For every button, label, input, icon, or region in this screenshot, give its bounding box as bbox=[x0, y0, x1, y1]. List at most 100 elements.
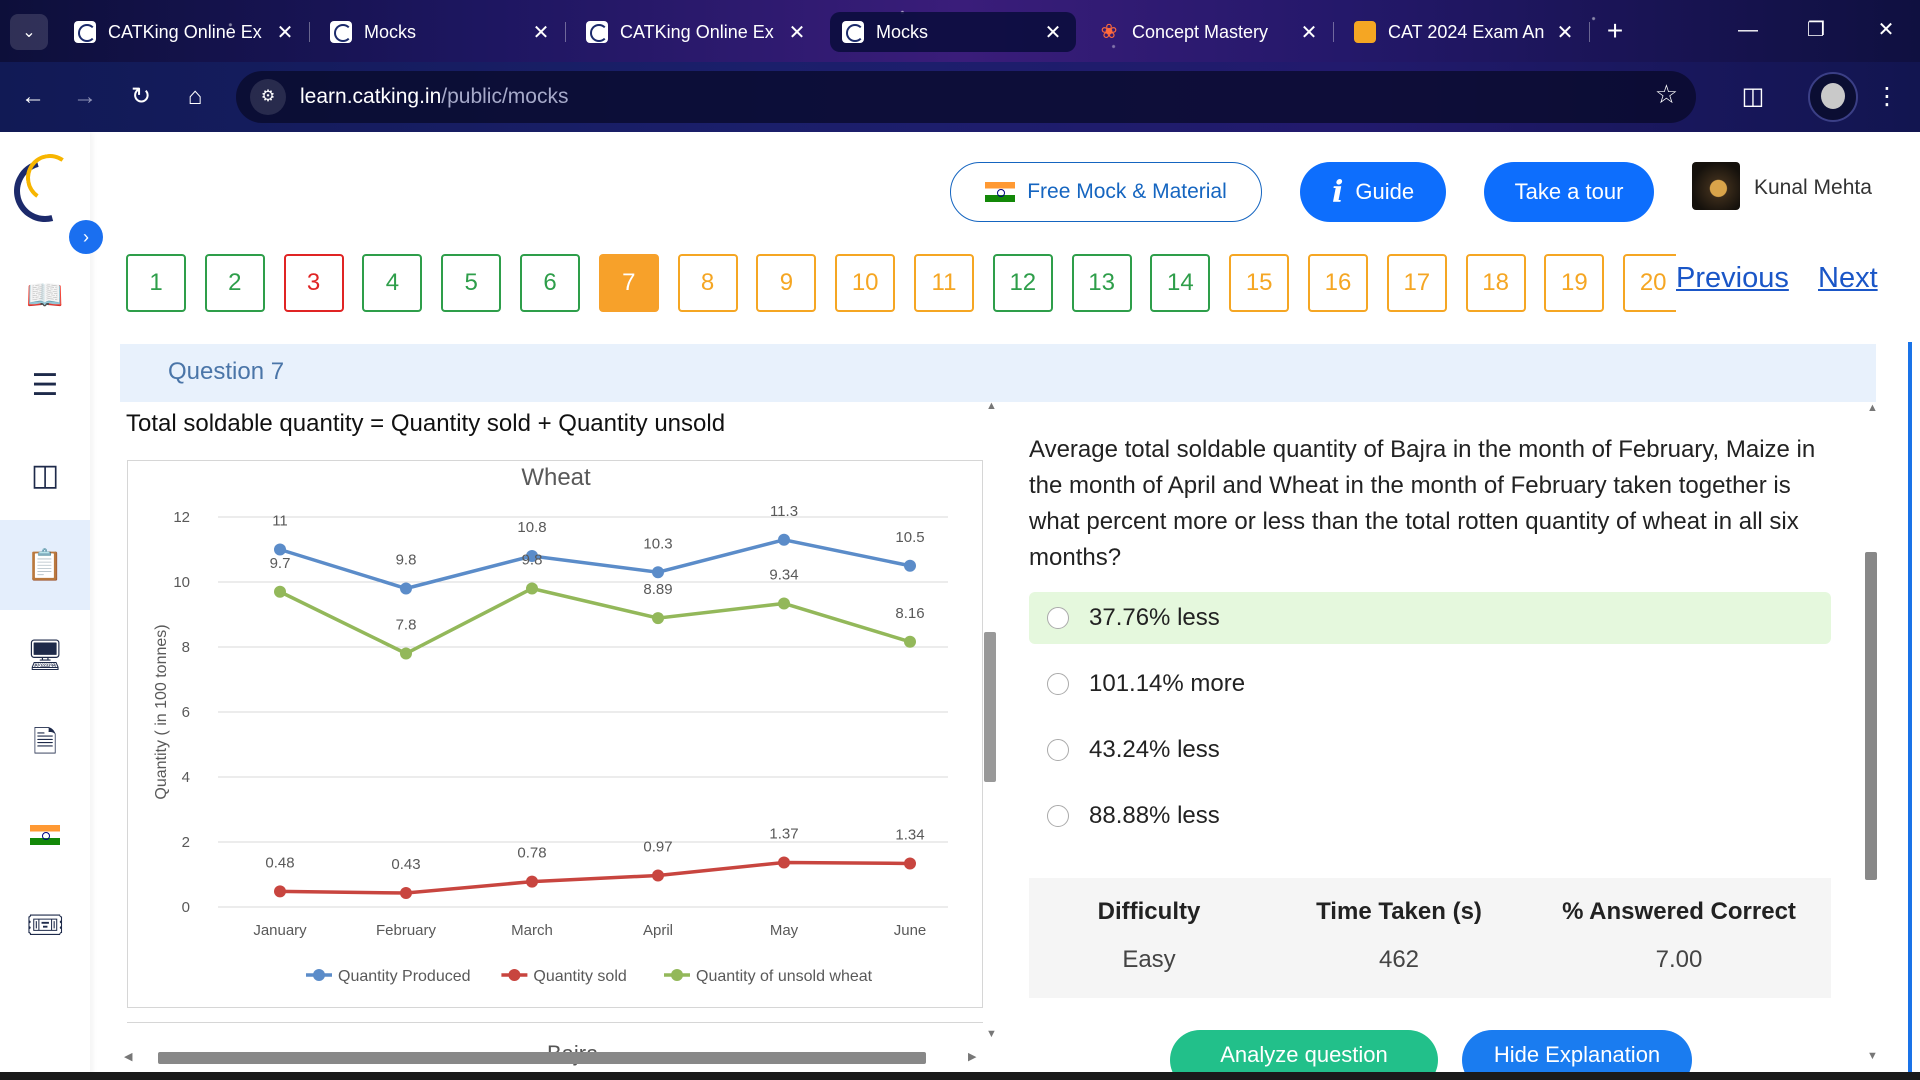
scrollbar-thumb[interactable] bbox=[984, 632, 996, 782]
restore-icon[interactable]: ❐ bbox=[1807, 19, 1825, 41]
data-point bbox=[904, 635, 916, 648]
bookmark-star-icon[interactable]: ☆ bbox=[1654, 79, 1678, 109]
address-bar[interactable]: ⚙ learn.catking.in/public/mocks ☆ bbox=[236, 71, 1696, 123]
answer-option[interactable]: 88.88% less bbox=[1029, 790, 1831, 842]
scrollbar-thumb[interactable] bbox=[1865, 552, 1877, 880]
tab-title: CAT 2024 Exam An bbox=[1388, 21, 1545, 42]
browser-tab[interactable]: CAT 2024 Exam An ✕ bbox=[1342, 12, 1590, 52]
answer-option[interactable]: 37.76% less bbox=[1029, 592, 1831, 644]
close-tab-icon[interactable]: ✕ bbox=[532, 21, 550, 44]
answer-option[interactable]: 43.24% less bbox=[1029, 724, 1831, 776]
close-window-icon[interactable]: ✕ bbox=[1877, 19, 1895, 41]
reload-icon[interactable]: ↻ bbox=[130, 83, 152, 110]
question-number-button[interactable]: 14 bbox=[1150, 254, 1211, 312]
question-number-button[interactable]: 20 bbox=[1623, 254, 1676, 312]
question-number-button[interactable]: 4 bbox=[362, 254, 423, 312]
extensions-icon[interactable]: ◫ bbox=[1741, 83, 1765, 110]
tab-separator bbox=[309, 22, 310, 42]
sidebar-item-columns[interactable]: ◫ bbox=[0, 430, 90, 520]
question-number-button[interactable]: 15 bbox=[1229, 254, 1290, 312]
tab-search-chevron-icon[interactable]: ⌄ bbox=[10, 14, 48, 50]
question-number-button[interactable]: 12 bbox=[992, 254, 1053, 312]
scrollbar-thumb[interactable] bbox=[158, 1052, 926, 1064]
user-name[interactable]: Kunal Mehta bbox=[1754, 176, 1872, 199]
radio-button[interactable] bbox=[1047, 739, 1069, 761]
new-tab-button[interactable]: + bbox=[1606, 15, 1624, 46]
tab-title: Mocks bbox=[364, 21, 417, 42]
question-number-button[interactable]: 3 bbox=[283, 254, 344, 312]
back-icon[interactable]: ← bbox=[21, 83, 45, 110]
question-number-button[interactable]: 2 bbox=[204, 254, 265, 312]
tab-title: CATKing Online Ex bbox=[108, 21, 262, 42]
user-avatar[interactable] bbox=[1692, 162, 1740, 210]
radio-button[interactable] bbox=[1047, 607, 1069, 629]
previous-link[interactable]: Previous bbox=[1676, 262, 1789, 294]
forward-icon[interactable]: → bbox=[73, 83, 97, 110]
question-number-button[interactable]: 19 bbox=[1544, 254, 1605, 312]
take-tour-button[interactable]: Take a tour bbox=[1484, 162, 1654, 222]
scroll-up-arrow-icon[interactable]: ▲ bbox=[986, 400, 997, 412]
question-number-button[interactable]: 16 bbox=[1308, 254, 1368, 312]
close-tab-icon[interactable]: ✕ bbox=[276, 21, 294, 44]
question-number-button[interactable]: 7 bbox=[598, 254, 659, 312]
data-label: 9.8 bbox=[396, 552, 417, 569]
sidebar-item-india[interactable] bbox=[0, 790, 90, 880]
x-tick-label: February bbox=[376, 922, 437, 939]
question-number-button[interactable]: 8 bbox=[677, 254, 738, 312]
sidebar-item-live-classes[interactable]: 🖥 bbox=[0, 610, 90, 700]
guide-button[interactable]: i Guide bbox=[1300, 162, 1446, 222]
scroll-down-arrow-icon[interactable]: ▼ bbox=[1867, 1050, 1878, 1062]
menu-kebab-icon[interactable]: ⋮ bbox=[1875, 83, 1899, 110]
next-link[interactable]: Next bbox=[1818, 262, 1878, 294]
close-tab-icon[interactable]: ✕ bbox=[1556, 21, 1574, 44]
question-number-button[interactable]: 10 bbox=[835, 254, 896, 312]
browser-tab[interactable]: CATKing Online Ex ✕ bbox=[574, 12, 820, 52]
browser-tab[interactable]: Mocks ✕ bbox=[318, 12, 566, 52]
profile-avatar[interactable] bbox=[1808, 72, 1858, 122]
scroll-left-arrow-icon[interactable]: ◀ bbox=[124, 1051, 133, 1063]
hide-explanation-button[interactable]: Hide Explanation bbox=[1462, 1030, 1692, 1072]
answer-option[interactable]: 101.14% more bbox=[1029, 658, 1831, 710]
browser-tab[interactable]: Mocks ✕ bbox=[830, 12, 1076, 52]
sidebar-expand-chevron-icon[interactable]: › bbox=[69, 220, 103, 254]
scroll-down-arrow-icon[interactable]: ▼ bbox=[986, 1028, 997, 1040]
hide-explanation-label: Hide Explanation bbox=[1493, 1042, 1661, 1067]
analyze-question-button[interactable]: Analyze question bbox=[1170, 1030, 1438, 1072]
minimize-icon[interactable]: — bbox=[1738, 19, 1758, 41]
catking-icon bbox=[842, 21, 864, 43]
y-tick-label: 4 bbox=[182, 769, 190, 786]
question-text: Average total soldable quantity of Bajra… bbox=[1029, 436, 1816, 571]
question-number-button[interactable]: 9 bbox=[756, 254, 817, 312]
scroll-right-arrow-icon[interactable]: ▶ bbox=[968, 1051, 977, 1063]
passage-vertical-scrollbar[interactable]: ▲ ▼ bbox=[982, 400, 998, 1040]
radio-button[interactable] bbox=[1047, 805, 1069, 827]
option-label: 101.14% more bbox=[1089, 670, 1246, 697]
free-mock-button[interactable]: Free Mock & Material bbox=[950, 162, 1262, 222]
close-tab-icon[interactable]: ✕ bbox=[1044, 21, 1062, 44]
close-tab-icon[interactable]: ✕ bbox=[788, 21, 806, 44]
question-number-button[interactable]: 13 bbox=[1071, 254, 1132, 312]
question-number-button[interactable]: 1 bbox=[126, 254, 186, 312]
browser-tab[interactable]: ❀ Concept Mastery ✕ bbox=[1086, 12, 1334, 52]
question-vertical-scrollbar[interactable]: ▲ ▼ bbox=[1862, 402, 1880, 1062]
sidebar-item-courses[interactable]: 📖 bbox=[0, 250, 90, 340]
sidebar-item-tickets[interactable]: 🎟 bbox=[0, 880, 90, 970]
sidebar-item-ebook[interactable]: 🗎 bbox=[0, 700, 90, 790]
passage-text: Total soldable quantity = Quantity sold … bbox=[126, 410, 726, 437]
concept-mastery-icon: ❀ bbox=[1100, 21, 1118, 43]
home-icon[interactable]: ⌂ bbox=[187, 83, 203, 110]
question-number-button[interactable]: 11 bbox=[914, 254, 974, 312]
question-number-button[interactable]: 5 bbox=[441, 254, 502, 312]
question-number-button[interactable]: 6 bbox=[520, 254, 580, 312]
browser-tab[interactable]: CATKing Online Ex ✕ bbox=[62, 12, 310, 52]
scroll-up-arrow-icon[interactable]: ▲ bbox=[1867, 402, 1878, 414]
question-number-button[interactable]: 17 bbox=[1386, 254, 1447, 312]
passage-horizontal-scrollbar[interactable]: ◀ ▶ bbox=[120, 1048, 980, 1066]
radio-button[interactable] bbox=[1047, 673, 1069, 695]
close-tab-icon[interactable]: ✕ bbox=[1300, 21, 1318, 44]
sidebar-item-list[interactable]: ☰ bbox=[0, 340, 90, 430]
data-point bbox=[400, 647, 412, 660]
site-info-icon[interactable]: ⚙ bbox=[250, 79, 286, 115]
sidebar-item-mocks[interactable]: 📋 bbox=[0, 520, 90, 610]
question-number-button[interactable]: 18 bbox=[1465, 254, 1526, 312]
